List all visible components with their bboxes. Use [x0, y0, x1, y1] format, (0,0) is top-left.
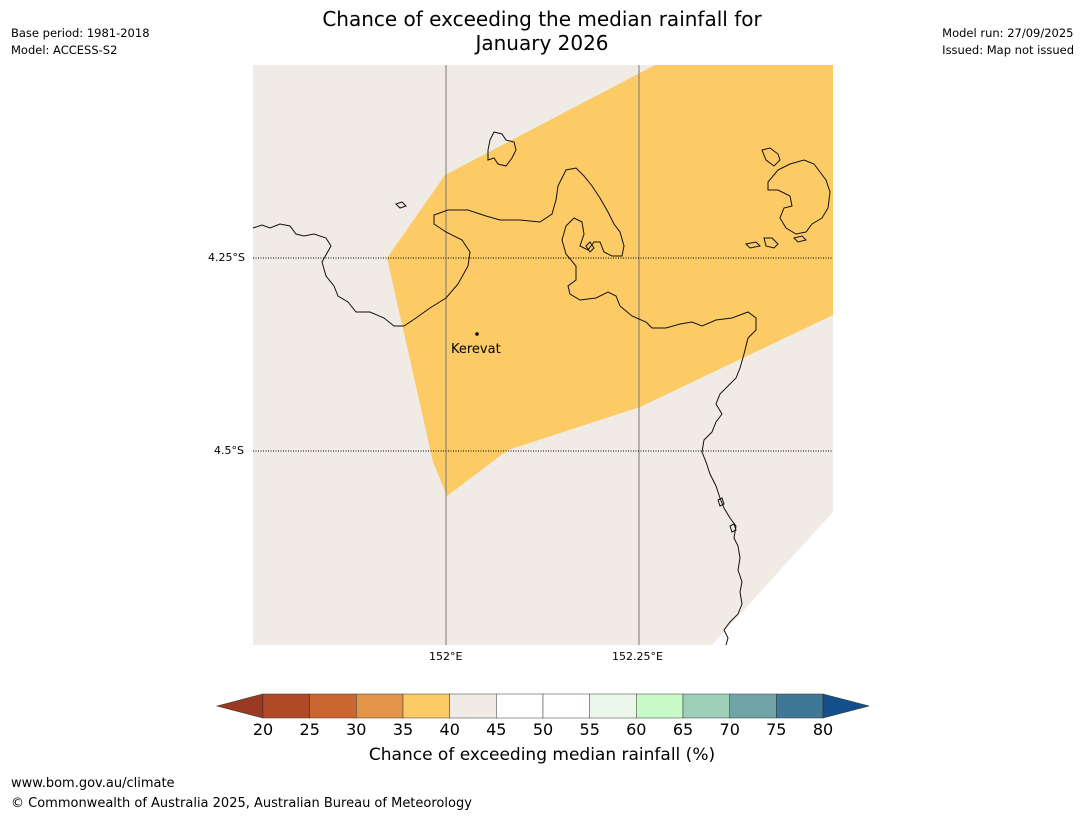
- colorbar-tick: 25: [299, 720, 320, 739]
- lat-label-4-5: 4.5°S: [214, 444, 244, 457]
- kerevat-location-dot: [475, 332, 479, 336]
- lat-label-4-25: 4.25°S: [208, 251, 245, 264]
- colorbar-segment: [356, 693, 404, 719]
- colorbar-over-triangle: [822, 693, 871, 719]
- model-run: Model run: 27/09/2025: [942, 26, 1074, 40]
- probability-shaded-region: [387, 65, 833, 496]
- colorbar-segment: [262, 693, 310, 719]
- colorbar-tick: 80: [812, 720, 834, 739]
- colorbar-segment: [449, 693, 497, 719]
- colorbar-tick: 50: [532, 720, 554, 739]
- colorbar-segment: [309, 693, 357, 719]
- colorbar-tick: 30: [346, 720, 367, 739]
- lon-label-152-25: 152.25°E: [612, 650, 663, 663]
- colorbar-tick: 70: [719, 720, 740, 739]
- colorbar-label: Chance of exceeding median rainfall (%): [368, 745, 716, 765]
- colorbar-segment: [402, 693, 450, 719]
- footer-url[interactable]: www.bom.gov.au/climate: [11, 776, 175, 791]
- colorbar-segment: [636, 693, 684, 719]
- model-name: Model: ACCESS-S2: [11, 43, 118, 57]
- lon-label-152: 152°E: [429, 650, 463, 663]
- colorbar-tick: 45: [486, 720, 507, 739]
- colorbar-tick: 75: [766, 720, 787, 739]
- base-period: Base period: 1981-2018: [11, 26, 150, 40]
- colorbar-tick: 20: [252, 720, 274, 739]
- colorbar-tick: 35: [392, 720, 414, 739]
- colorbar-segment: [496, 693, 544, 719]
- colorbar: [215, 693, 871, 719]
- colorbar-tick: 40: [439, 720, 460, 739]
- footer: www.bom.gov.au/climate © Commonwealth of…: [11, 774, 472, 814]
- colorbar-tick: 55: [579, 720, 600, 739]
- colorbar-under-triangle: [215, 693, 264, 719]
- title-line-1: Chance of exceeding the median rainfall …: [322, 7, 762, 31]
- meta-left: Base period: 1981-2018 Model: ACCESS-S2: [11, 25, 150, 59]
- title-line-2: January 2026: [475, 31, 609, 55]
- colorbar-tick: 65: [672, 720, 694, 739]
- colorbar-segment: [542, 693, 590, 719]
- ocean-corner: [712, 512, 833, 645]
- colorbar-segment: [729, 693, 777, 719]
- colorbar-segment: [776, 693, 824, 719]
- meta-right: Model run: 27/09/2025 Issued: Map not is…: [942, 25, 1074, 59]
- footer-copyright: © Commonwealth of Australia 2025, Austra…: [11, 796, 472, 811]
- place-label-kerevat: Kerevat: [451, 342, 501, 357]
- map-title: Chance of exceeding the median rainfall …: [242, 7, 842, 55]
- coastline: [252, 131, 831, 646]
- colorbar-tick: 60: [626, 720, 647, 739]
- colorbar-segment: [682, 693, 730, 719]
- colorbar-segment: [589, 693, 637, 719]
- issued-status: Issued: Map not issued: [942, 43, 1074, 57]
